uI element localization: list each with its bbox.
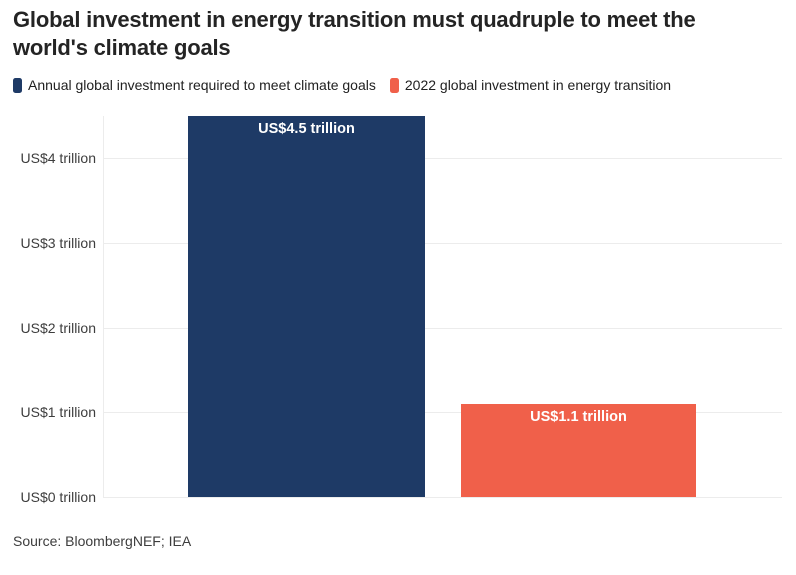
legend-marker-icon (389, 77, 399, 93)
y-tick-label-3: US$3 trillion (20, 235, 96, 251)
plot-area: US$4.5 trillion US$1.1 trillion (103, 116, 782, 498)
y-tick-label-0: US$0 trillion (20, 489, 96, 505)
y-tick-label-4: US$4 trillion (20, 150, 96, 166)
y-tick-label-1: US$1 trillion (20, 404, 96, 420)
bar-value-label: US$4.5 trillion (258, 121, 355, 137)
y-axis-line (103, 116, 104, 497)
bar-chart: US$4.5 trillion US$1.1 trillion US$0 tril… (0, 116, 796, 505)
bar-value-label: US$1.1 trillion (530, 409, 627, 425)
legend-item-0: Annual global investment required to mee… (13, 77, 376, 93)
legend-item-1: 2022 global investment in energy transit… (389, 77, 672, 93)
gridline-0 (103, 497, 782, 498)
legend-marker-icon (13, 77, 22, 93)
bar-1: US$1.1 trillion (461, 404, 696, 497)
legend-label: Annual global investment required to mee… (28, 77, 376, 93)
gridline-3 (103, 243, 782, 244)
legend-label: 2022 global investment in energy transit… (404, 77, 672, 93)
bar-0: US$4.5 trillion (188, 116, 425, 497)
gridline-4 (103, 158, 782, 159)
chart-title: Global investment in energy transition m… (13, 7, 696, 60)
gridline-2 (103, 328, 782, 329)
legend: Annual global investment required to mee… (13, 77, 671, 93)
source-note: Source: BloombergNEF; IEA (13, 533, 192, 549)
gridline-1 (103, 412, 782, 413)
y-tick-label-2: US$2 trillion (20, 320, 96, 336)
